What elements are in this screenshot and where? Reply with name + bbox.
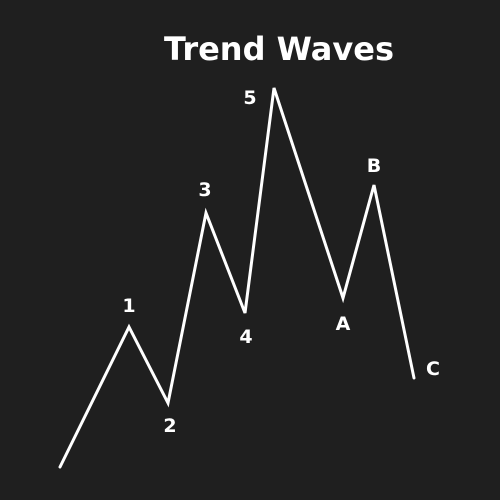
wave-label-4: 4 — [239, 326, 252, 348]
wave-label-b: B — [367, 155, 381, 177]
wave-label-c: C — [426, 358, 440, 380]
wave-label-1: 1 — [122, 295, 135, 317]
wave-label-a: A — [336, 313, 351, 335]
wave-line — [58, 87, 416, 469]
wave-label-3: 3 — [198, 179, 211, 201]
wave-label-5: 5 — [243, 87, 256, 109]
wave-label-2: 2 — [163, 415, 176, 437]
diagram-title: Trend Waves — [164, 30, 394, 68]
